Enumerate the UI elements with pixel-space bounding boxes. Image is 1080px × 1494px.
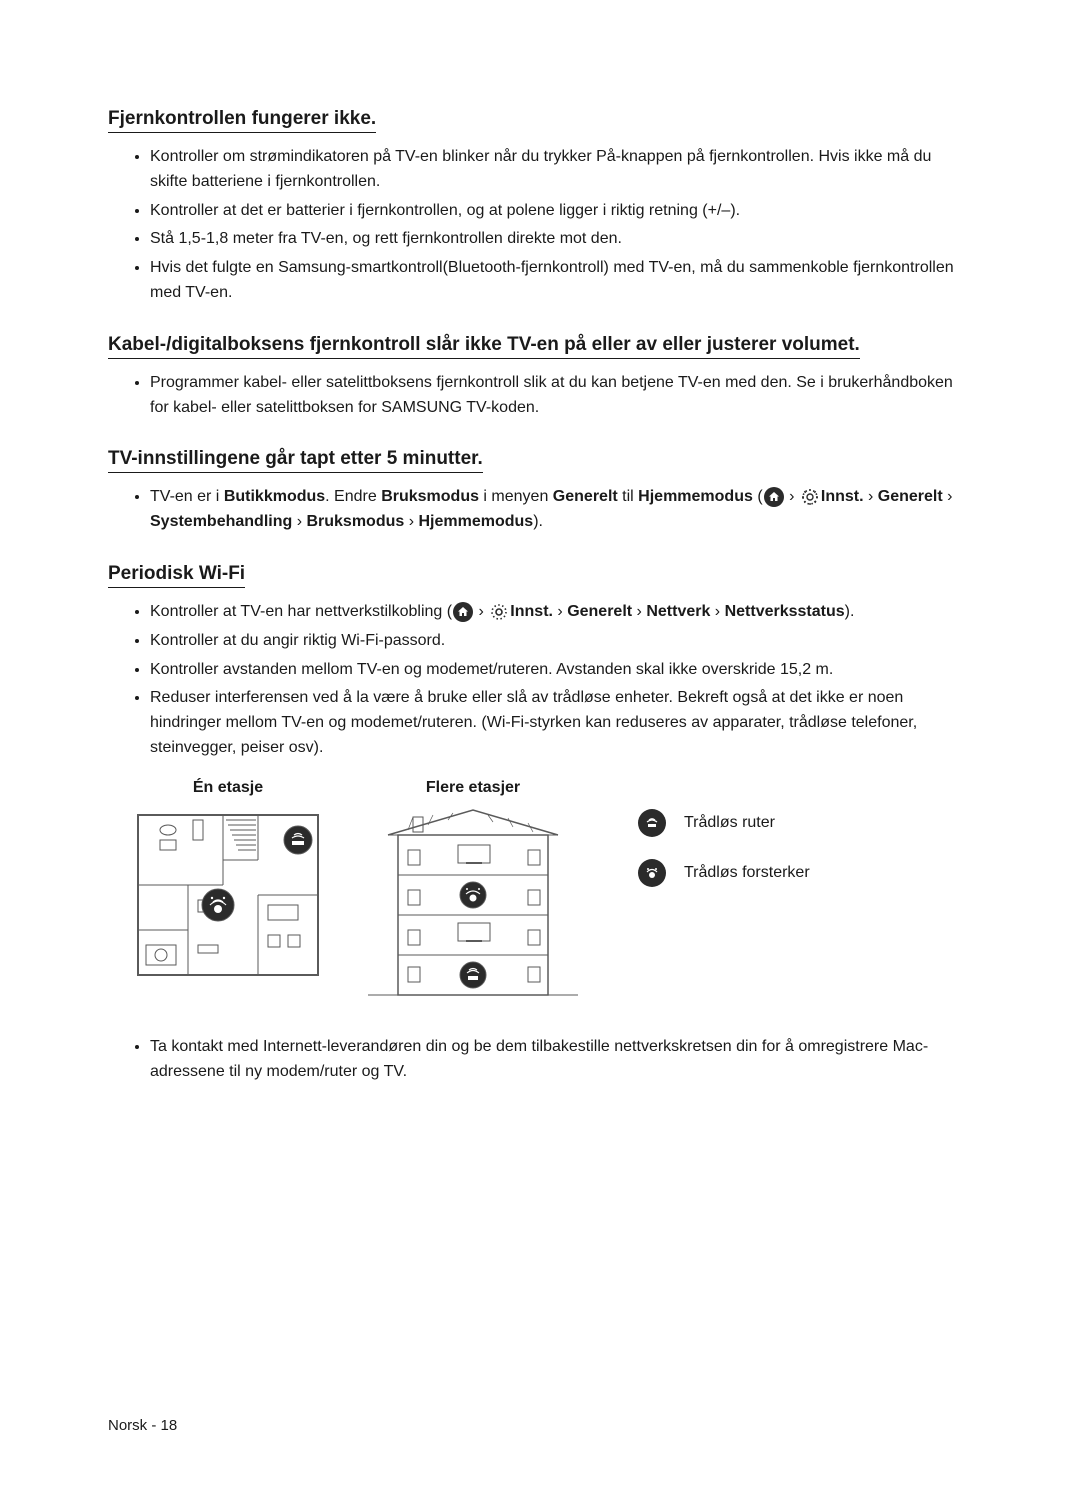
diagram-legend: Trådløs ruter Trådløs forsterker — [638, 809, 810, 887]
settings-icon — [489, 602, 509, 622]
text: TV-en er i — [150, 488, 224, 505]
text: . Endre — [325, 488, 381, 505]
text: › — [632, 603, 646, 620]
list-item: Hvis det fulgte en Samsung-smartkontroll… — [150, 256, 972, 306]
heading-remote: Fjernkontrollen fungerer ikke. — [108, 108, 376, 133]
floorplan-single-icon — [128, 805, 328, 985]
repeater-icon — [638, 859, 666, 887]
section-settings-lost: TV-innstillingene går tapt etter 5 minut… — [108, 448, 972, 535]
text-bold: Innst. — [821, 488, 864, 505]
text: ). — [845, 603, 855, 620]
text-bold: Butikkmodus — [224, 488, 325, 505]
text: til — [618, 488, 638, 505]
text: › — [943, 488, 953, 505]
list-item: Stå 1,5-1,8 meter fra TV-en, og rett fje… — [150, 227, 972, 252]
page-footer: Norsk - 18 — [108, 1417, 177, 1434]
text-bold: Innst. — [510, 603, 553, 620]
text-bold: Systembehandling — [150, 513, 292, 530]
list-item: Kontroller at du angir riktig Wi-Fi-pass… — [150, 629, 972, 654]
list-wifi: Kontroller at TV-en har nettverkstilkobl… — [108, 600, 972, 761]
legend-router: Trådløs ruter — [638, 809, 810, 837]
text: ( — [753, 488, 763, 505]
router-icon — [638, 809, 666, 837]
legend-label-router: Trådløs ruter — [684, 814, 775, 832]
list-item: Reduser interferensen ved å la være å br… — [150, 686, 972, 760]
heading-cablebox: Kabel-/digitalboksens fjernkontroll slår… — [108, 334, 860, 359]
list-wifi-after: Ta kontakt med Internett-leverandøren di… — [108, 1035, 972, 1085]
list-item: TV-en er i Butikkmodus. Endre Bruksmodus… — [150, 485, 972, 535]
list-item: Kontroller avstanden mellom TV-en og mod… — [150, 658, 972, 683]
home-icon — [453, 602, 473, 622]
list-remote: Kontroller om strømindikatoren på TV-en … — [108, 145, 972, 306]
text-bold: Generelt — [878, 488, 943, 505]
section-remote: Fjernkontrollen fungerer ikke. Kontrolle… — [108, 108, 972, 306]
settings-icon — [800, 487, 820, 507]
list-item: Kontroller at TV-en har nettverkstilkobl… — [150, 600, 972, 625]
text-bold: Nettverk — [646, 603, 710, 620]
heading-wifi: Periodisk Wi-Fi — [108, 563, 245, 588]
text: i menyen — [479, 488, 553, 505]
diagram-multi-floor: Flere etasjer — [358, 779, 588, 1005]
text-bold: Nettverksstatus — [725, 603, 845, 620]
home-icon — [764, 487, 784, 507]
text: Kontroller at TV-en har nettverkstilkobl… — [150, 603, 452, 620]
diagram-single-floor: Én etasje — [128, 779, 328, 985]
section-cablebox: Kabel-/digitalboksens fjernkontroll slår… — [108, 334, 972, 421]
list-cablebox: Programmer kabel- eller satelittboksens … — [108, 371, 972, 421]
text-bold: Hjemmemodus — [638, 488, 753, 505]
text-bold: Bruksmodus — [306, 513, 404, 530]
text: › — [292, 513, 306, 530]
text-bold: Hjemmemodus — [418, 513, 533, 530]
section-wifi: Periodisk Wi-Fi Kontroller at TV-en har … — [108, 563, 972, 1084]
wifi-diagrams: Én etasje — [128, 779, 972, 1005]
diagram-title-single: Én etasje — [193, 779, 263, 797]
text: › — [864, 488, 878, 505]
legend-label-repeater: Trådløs forsterker — [684, 864, 810, 882]
diagram-title-multi: Flere etasjer — [426, 779, 520, 797]
text-bold: Generelt — [567, 603, 632, 620]
heading-settings-lost: TV-innstillingene går tapt etter 5 minut… — [108, 448, 483, 473]
list-settings-lost: TV-en er i Butikkmodus. Endre Bruksmodus… — [108, 485, 972, 535]
list-item: Kontroller at det er batterier i fjernko… — [150, 199, 972, 224]
text: › — [404, 513, 418, 530]
text: › — [785, 488, 799, 505]
text: ). — [533, 513, 543, 530]
text-bold: Bruksmodus — [381, 488, 479, 505]
text: › — [710, 603, 724, 620]
text: › — [553, 603, 567, 620]
text-bold: Generelt — [553, 488, 618, 505]
list-item: Kontroller om strømindikatoren på TV-en … — [150, 145, 972, 195]
list-item: Ta kontakt med Internett-leverandøren di… — [150, 1035, 972, 1085]
floorplan-multi-icon — [358, 805, 588, 1005]
text: › — [474, 603, 488, 620]
list-item: Programmer kabel- eller satelittboksens … — [150, 371, 972, 421]
legend-repeater: Trådløs forsterker — [638, 859, 810, 887]
